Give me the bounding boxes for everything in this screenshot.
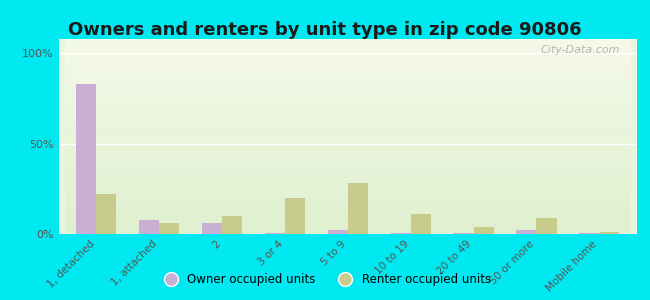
Bar bbox=[139, 220, 159, 234]
Bar bbox=[265, 233, 285, 234]
Bar bbox=[348, 183, 368, 234]
Bar bbox=[202, 223, 222, 234]
Bar bbox=[391, 233, 411, 234]
Bar bbox=[328, 230, 348, 234]
Bar bbox=[536, 218, 556, 234]
Bar bbox=[454, 233, 473, 234]
Bar bbox=[285, 198, 305, 234]
Bar bbox=[516, 230, 536, 234]
Bar bbox=[76, 84, 96, 234]
Text: Owners and renters by unit type in zip code 90806: Owners and renters by unit type in zip c… bbox=[68, 21, 582, 39]
Bar bbox=[411, 214, 431, 234]
Bar bbox=[96, 194, 116, 234]
Bar bbox=[579, 233, 599, 234]
Bar bbox=[159, 223, 179, 234]
Bar bbox=[473, 227, 493, 234]
Bar bbox=[222, 216, 242, 234]
Bar bbox=[599, 232, 619, 234]
Legend: Owner occupied units, Renter occupied units: Owner occupied units, Renter occupied un… bbox=[154, 269, 496, 291]
Text: City-Data.com: City-Data.com bbox=[540, 45, 619, 55]
